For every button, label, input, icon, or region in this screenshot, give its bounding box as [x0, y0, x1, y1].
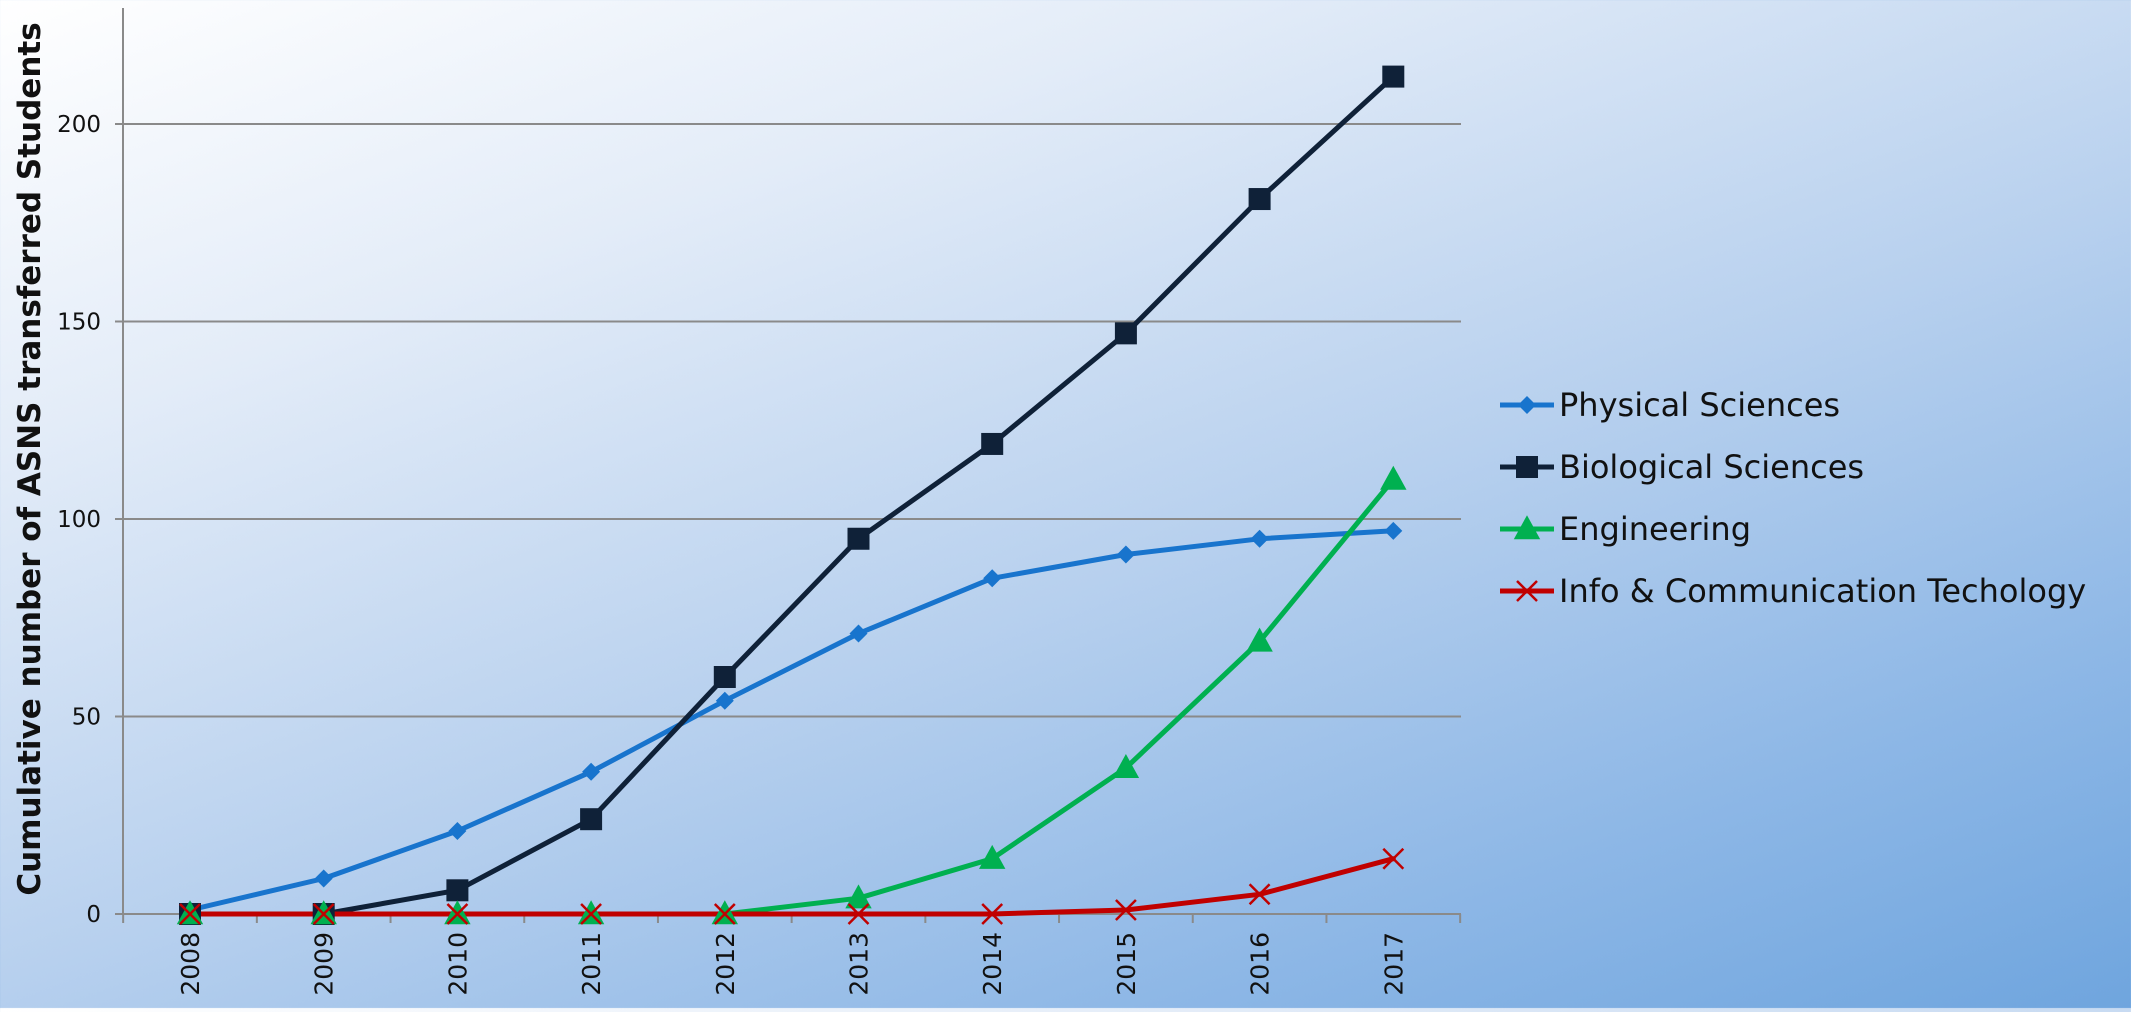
legend: Physical Sciences Biological Sciences Engi…	[1500, 386, 2086, 610]
data-point	[981, 903, 1004, 925]
x-tick-label: 2008	[176, 932, 205, 996]
series-markers	[176, 65, 1407, 925]
legend-item: Info & Communication Techology	[1500, 572, 2086, 610]
y-tick-label: 200	[57, 112, 101, 138]
legend-marker	[1516, 456, 1538, 478]
y-tick-label: 0	[86, 902, 101, 928]
data-point	[981, 432, 1004, 455]
y-tick-label: 100	[57, 507, 101, 533]
data-point	[1246, 627, 1273, 652]
data-point	[713, 666, 736, 688]
legend-label: Biological Sciences	[1559, 448, 1864, 486]
data-point	[847, 903, 870, 925]
x-tick-label: 2015	[1112, 932, 1141, 996]
x-tick-label: 2017	[1379, 932, 1408, 996]
data-point	[1384, 521, 1403, 540]
legend-item: Engineering	[1500, 510, 1751, 548]
data-point	[1112, 754, 1140, 779]
legend-label: Physical Sciences	[1559, 386, 1840, 424]
data-point	[979, 844, 1006, 869]
data-point	[582, 762, 601, 781]
data-point	[1248, 883, 1271, 906]
data-point	[1114, 322, 1137, 345]
data-point	[1115, 899, 1137, 921]
data-point	[314, 869, 333, 888]
y-axis-title: Cumulative number of ASNS transferred St…	[12, 22, 48, 895]
legend-marker	[1518, 396, 1536, 414]
x-tick-label: 2010	[443, 932, 472, 996]
axes	[115, 8, 1462, 923]
data-point	[983, 569, 1002, 588]
legend-marker	[1513, 515, 1541, 540]
data-point	[446, 879, 469, 902]
data-point	[1380, 465, 1407, 490]
data-point	[715, 691, 734, 710]
legend-marker	[1516, 580, 1538, 602]
data-point	[580, 903, 602, 925]
data-point	[1250, 529, 1269, 548]
data-point	[1382, 65, 1405, 88]
data-point	[312, 903, 335, 925]
legend-item: Physical Sciences	[1500, 386, 1840, 424]
series-lines	[187, 74, 1396, 917]
data-point	[179, 903, 201, 925]
series-line-3	[187, 856, 1396, 917]
tick-labels: 0 50 100 150 200 2008 2009 2010 2011 2012 2013 2014…	[57, 112, 1408, 996]
y-tick-label: 50	[72, 705, 101, 731]
x-tick-label: 2009	[310, 932, 339, 996]
data-point	[845, 884, 872, 909]
y-tick-label: 150	[57, 310, 101, 336]
data-point	[580, 808, 603, 831]
data-point	[713, 903, 736, 925]
series-line-1	[187, 74, 1396, 917]
series-line-0	[187, 528, 1396, 913]
data-point	[310, 900, 337, 925]
data-point	[1116, 545, 1135, 564]
data-point	[444, 900, 471, 925]
x-tick-label: 2012	[711, 932, 740, 996]
legend-label: Info & Communication Techology	[1559, 572, 2086, 610]
legend-label: Engineering	[1559, 510, 1751, 548]
data-point	[711, 900, 738, 925]
data-point	[849, 624, 868, 643]
legend-item: Biological Sciences	[1500, 448, 1864, 486]
x-tick-label: 2011	[577, 932, 606, 996]
data-point	[448, 822, 467, 841]
data-point	[847, 527, 870, 550]
data-point	[176, 900, 204, 925]
x-tick-label: 2013	[845, 932, 874, 996]
gridlines	[123, 123, 1461, 718]
x-tick-label: 2016	[1246, 932, 1275, 996]
data-point	[446, 903, 469, 925]
x-tick-label: 2014	[978, 932, 1007, 996]
data-point	[1382, 847, 1405, 870]
data-point	[1248, 188, 1271, 211]
data-point	[577, 900, 605, 925]
